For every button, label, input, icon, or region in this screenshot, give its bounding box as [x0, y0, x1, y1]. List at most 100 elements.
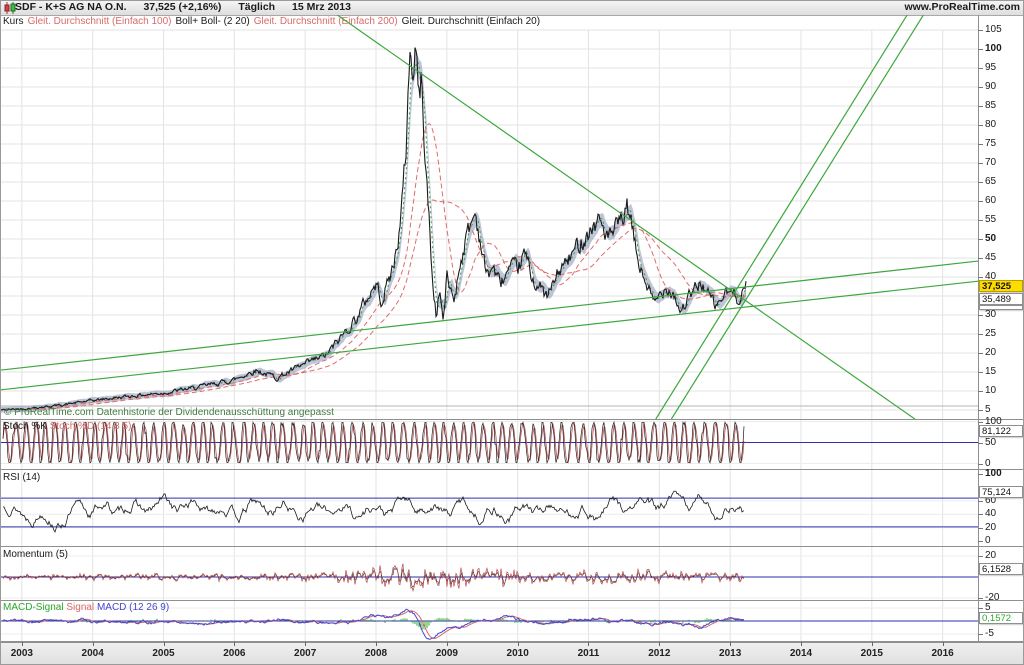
chart-title-bar: SDF - K+S AG NA O.N. 37,525 (+2,16%) Täg… [1, 1, 1023, 16]
year-label: 2007 [294, 648, 317, 659]
stoch-tick-label: 0 [985, 457, 991, 469]
panel-separator[interactable] [1, 419, 1023, 420]
axis-tick-mark [978, 68, 983, 69]
axis-tick-mark [978, 334, 983, 335]
year-label: 2015 [860, 648, 883, 659]
price-axis-separator [978, 15, 979, 642]
macd-label-part: MACD (12 26 9) [96, 602, 170, 613]
price-tick-label: 30 [985, 309, 997, 320]
price-tick-label: 100 [985, 43, 1002, 54]
stochastic-panel-canvas[interactable] [1, 420, 979, 469]
year-label: 2008 [364, 648, 388, 659]
legend-item: Gleit. Durchschnitt (Einfach 200) [253, 16, 398, 27]
axis-tick-mark [978, 541, 983, 542]
year-label: 2004 [81, 648, 104, 659]
year-label: 2012 [648, 648, 671, 659]
rsi-tick-label: 0 [985, 535, 991, 546]
axis-tick-mark [978, 556, 983, 557]
rsi-panel-canvas[interactable] [1, 470, 979, 546]
instrument-name: SDF - K+S AG NA O.N. [15, 1, 127, 13]
last-quote: 37,525 (+2,16%) [143, 1, 222, 13]
trendline [1, 280, 979, 391]
macd-label-part: MACD-Signal [3, 602, 67, 613]
axis-tick-mark [978, 220, 983, 221]
macd-tick-label: -5 [985, 628, 994, 639]
rsi-tick-label: 20 [985, 521, 997, 533]
panel-separator[interactable] [1, 641, 1023, 642]
price-tick-label: 50 [985, 233, 997, 244]
axis-tick-mark [978, 182, 983, 183]
panel-separator[interactable] [1, 600, 1023, 601]
rsi-tick-label: 40 [985, 508, 997, 520]
price-tick-label: 65 [985, 176, 997, 187]
timeframe-label: Täglich [238, 1, 276, 13]
time-axis[interactable] [1, 642, 1023, 664]
price-tick-label: 70 [985, 157, 997, 168]
price-tick-label: 80 [985, 119, 997, 130]
macd-panel-label: MACD-Signal Signal MACD (12 26 9) [3, 602, 169, 613]
axis-tick-mark [978, 163, 983, 164]
price-tick-label: 20 [985, 347, 997, 358]
momentum-value-badge: 6,1528 [979, 563, 1023, 575]
date-label: 15 Mrz 2013 [292, 1, 351, 13]
year-tick-mark [517, 642, 519, 646]
stoch-tick-label: 100 [985, 415, 1002, 427]
momentum-panel-canvas[interactable] [1, 547, 979, 600]
axis-tick-mark [978, 201, 983, 202]
year-tick-mark [800, 642, 802, 646]
year-label: 2003 [10, 648, 33, 659]
year-tick-mark [376, 642, 377, 646]
axis-tick-mark [978, 421, 983, 423]
axis-tick-mark [978, 315, 983, 316]
axis-tick-mark [978, 277, 983, 278]
axis-tick-mark [978, 527, 983, 529]
year-tick-mark [942, 642, 944, 646]
bollinger-band [1, 51, 746, 413]
sma-100-line [1, 123, 747, 411]
momentum-tick-label: 20 [985, 550, 997, 561]
macd-line [2, 608, 745, 640]
axis-tick-mark [978, 49, 983, 50]
axis-tick-mark [978, 608, 983, 609]
price-tick-label: 15 [985, 366, 997, 377]
price-tick-label: 10 [985, 385, 997, 396]
trendline [670, 15, 925, 419]
momentum-line [2, 563, 745, 593]
main-price-chart-canvas[interactable] [1, 15, 979, 419]
rsi-label-part: RSI (14) [3, 472, 41, 483]
price-tick-label: 95 [985, 62, 997, 73]
stoch-tick-label: 50 [985, 436, 997, 448]
axis-tick-mark [978, 410, 983, 411]
axis-tick-mark [978, 634, 983, 635]
rsi-tick-label: 100 [985, 468, 1002, 479]
year-label: 2005 [152, 648, 175, 659]
macd-tick-label: 5 [985, 602, 991, 613]
year-label: 2016 [931, 648, 954, 659]
prorealtime-website-link[interactable]: www.ProRealTime.com [904, 1, 1020, 13]
macd-panel-canvas[interactable] [1, 601, 979, 641]
year-tick-mark [234, 642, 236, 646]
copyright-note: © ProRealTime.com Datenhistorie der Divi… [4, 407, 334, 418]
year-label: 2010 [506, 648, 529, 659]
axis-tick-mark [978, 258, 983, 259]
year-tick-mark [92, 642, 94, 646]
panel-separator[interactable] [1, 469, 1023, 470]
momentum-label-part: Momentum (5) [3, 549, 69, 560]
panel-separator[interactable] [1, 546, 1023, 547]
axis-tick-mark [978, 87, 983, 88]
trendline [1, 260, 979, 371]
trendline [655, 15, 908, 419]
year-label: 2009 [435, 648, 458, 659]
stoch-label-part: Stoch %K [3, 421, 50, 432]
momentum-panel-label: Momentum (5) [3, 549, 68, 560]
axis-tick-mark [978, 144, 983, 145]
momentum-tick-label: -20 [985, 592, 1000, 603]
axis-tick-mark [978, 598, 983, 599]
year-label: 2014 [789, 648, 813, 659]
stochastic-panel-label: Stoch %K Stoch %D (14 3 5) [3, 421, 131, 432]
year-tick-mark [871, 642, 873, 646]
price-tick-label: 105 [985, 24, 1002, 35]
rsi-line [2, 490, 745, 533]
price-tick-label: 40 [985, 271, 997, 282]
